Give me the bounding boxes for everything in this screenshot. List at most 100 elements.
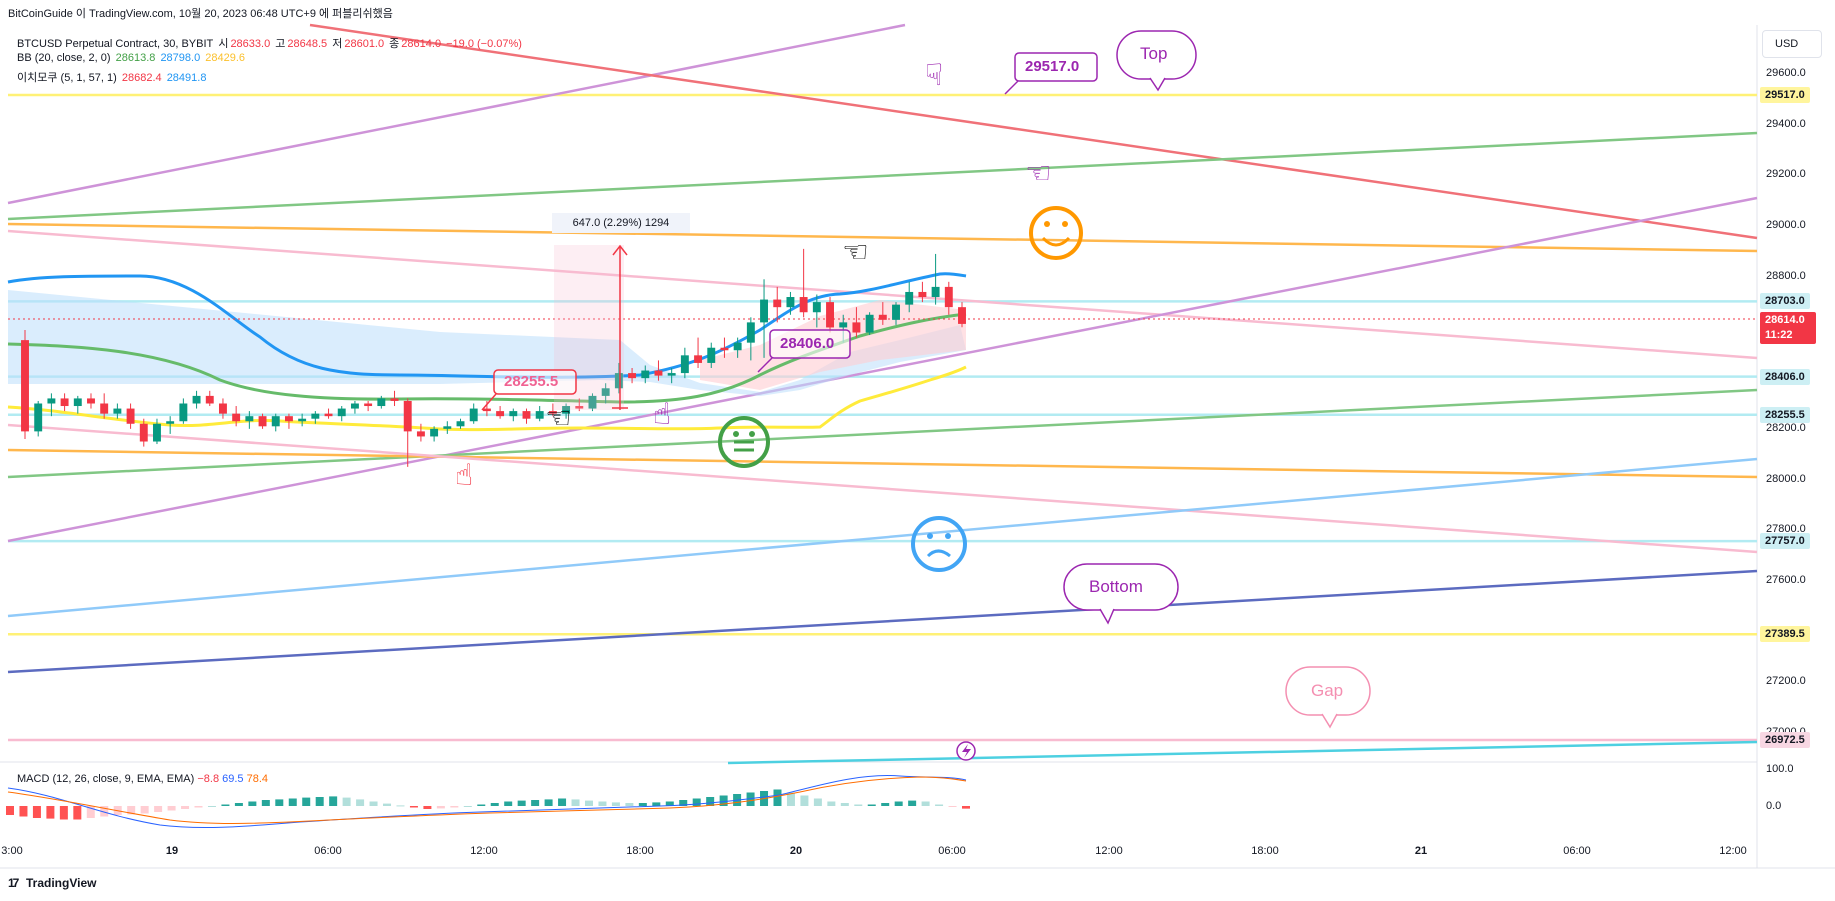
macd-histogram-bar (679, 800, 688, 806)
trendline-orange-lower (7, 448, 1758, 479)
macd-histogram-bar (100, 806, 109, 817)
candle-body (812, 302, 821, 313)
candle-body (258, 416, 267, 427)
macd-histogram-bar (369, 801, 378, 806)
candle-body (324, 413, 333, 417)
legend-symbol[interactable]: BTCUSD Perpetual Contract, 30, BYBIT (17, 38, 214, 50)
macd-histogram-bar (544, 799, 553, 806)
candle-body (839, 322, 848, 328)
macd-histogram-bar (19, 806, 28, 817)
macd-histogram-bar (302, 797, 311, 806)
price-note-28406[interactable] (757, 329, 851, 373)
time-tick-label: 3:00 (1, 845, 23, 857)
time-tick-label: 12:00 (470, 845, 498, 857)
callout-bottom[interactable] (1063, 563, 1179, 625)
candle-body (430, 428, 439, 437)
candle-body (918, 291, 927, 298)
price-tick-label: 29600.0 (1766, 66, 1806, 79)
legend-bb-lower: 28429.6 (205, 52, 246, 64)
macd-histogram-bar (692, 798, 701, 806)
price-level-tag: 28255.5 (1760, 406, 1810, 423)
svg-text:☜: ☜ (1025, 156, 1052, 191)
macd-histogram-bar (329, 796, 338, 806)
macd-histogram-bar (383, 803, 392, 806)
macd-histogram-bar (746, 792, 755, 806)
macd-histogram-bar (167, 806, 176, 811)
macd-histogram-bar (234, 803, 243, 806)
candle-body (139, 423, 148, 442)
time-tick-label: 12:00 (1719, 845, 1747, 857)
candle-body (944, 286, 953, 308)
candle-body (746, 322, 755, 343)
candle-body (654, 370, 663, 376)
callout-bottom-label: Bottom (1089, 577, 1143, 596)
candle-body (905, 291, 914, 305)
legend-low-label: 저 (332, 38, 343, 50)
candle-body (535, 411, 544, 419)
trendline-purple-upper (7, 23, 906, 205)
candle-body (443, 426, 452, 429)
legend-open: 28633.0 (230, 38, 271, 50)
legend-bb-row[interactable]: BB (20, close, 2, 0) 28613.8 28798.0 284… (17, 52, 247, 64)
macd-legend[interactable]: MACD (12, 26, close, 9, EMA, EMA) −8.8 6… (17, 773, 268, 785)
price-note-28255[interactable] (481, 369, 577, 411)
macd-signal-value: 78.4 (246, 773, 269, 785)
legend-high-label: 고 (275, 38, 286, 50)
candle-body (628, 373, 637, 379)
macd-histogram-bar (46, 806, 55, 819)
candle-body (456, 421, 465, 427)
price-tick-label: 29000.0 (1766, 219, 1806, 232)
bb-lower-line (7, 365, 967, 432)
legend-ichimoku-row[interactable]: 이치모쿠 (5, 1, 57, 1) 28682.4 28491.8 (17, 69, 208, 85)
legend-close: 28614.0 (401, 38, 442, 50)
macd-histogram-bar (207, 806, 216, 807)
candle-body (707, 347, 716, 363)
candle-body (218, 403, 227, 414)
macd-histogram-bar (719, 795, 728, 806)
price-tick-label: 27800.0 (1766, 523, 1806, 536)
trendline-green-upper (7, 131, 1758, 221)
candle-body (694, 355, 703, 363)
trendline-orange-upper (7, 222, 1758, 253)
time-tick-label: 12:00 (1095, 845, 1123, 857)
price-tick-label: 27600.0 (1766, 573, 1806, 586)
macd-histogram-bar (127, 806, 136, 815)
macd-histogram-bar (840, 803, 849, 806)
macd-hist-value: −8.8 (197, 773, 220, 785)
time-tick-label: 19 (165, 845, 179, 857)
legend-bb-label: BB (20, close, 2, 0) (17, 52, 111, 64)
measure-label: 647.0 (2.29%) 1294 (552, 213, 690, 233)
callout-top[interactable] (1116, 30, 1197, 92)
svg-text:☜: ☜ (842, 235, 869, 270)
horizontal-levels (8, 93, 1757, 742)
macd-histogram-bar (935, 804, 944, 806)
price-note-29517-label: 29517.0 (1025, 58, 1080, 75)
candle-body (34, 403, 43, 432)
candle-body (284, 416, 293, 422)
neutral-face-icon (718, 416, 770, 468)
legend-low: 28601.0 (344, 38, 385, 50)
candle-body (562, 406, 571, 414)
tradingview-logo[interactable]: 17 TradingView (8, 876, 97, 890)
candle-body (416, 431, 425, 437)
candle-body (377, 398, 386, 407)
callout-gap[interactable] (1285, 666, 1371, 729)
macd-histogram-bar (948, 806, 957, 807)
price-tick-label: 29200.0 (1766, 168, 1806, 181)
macd-histogram-bar (463, 806, 472, 807)
price-note-29517[interactable] (1004, 52, 1098, 95)
legend-symbol-row: BTCUSD Perpetual Contract, 30, BYBIT 시 28… (17, 35, 524, 51)
candle-body (60, 398, 69, 407)
time-tick-label: 06:00 (938, 845, 966, 857)
macd-histogram-bar (221, 804, 230, 806)
macd-histogram-bar (908, 800, 917, 806)
currency-selector[interactable]: USD (1762, 30, 1822, 58)
trendline-purple-lower (7, 196, 1758, 543)
smile-face-icon (1029, 206, 1083, 260)
candle-body (509, 411, 518, 417)
price-level-tag: 28406.0 (1760, 368, 1810, 385)
ichimoku-cloud-blue (8, 290, 966, 396)
candle-body (773, 299, 782, 308)
macd-histogram-bar (813, 798, 822, 806)
